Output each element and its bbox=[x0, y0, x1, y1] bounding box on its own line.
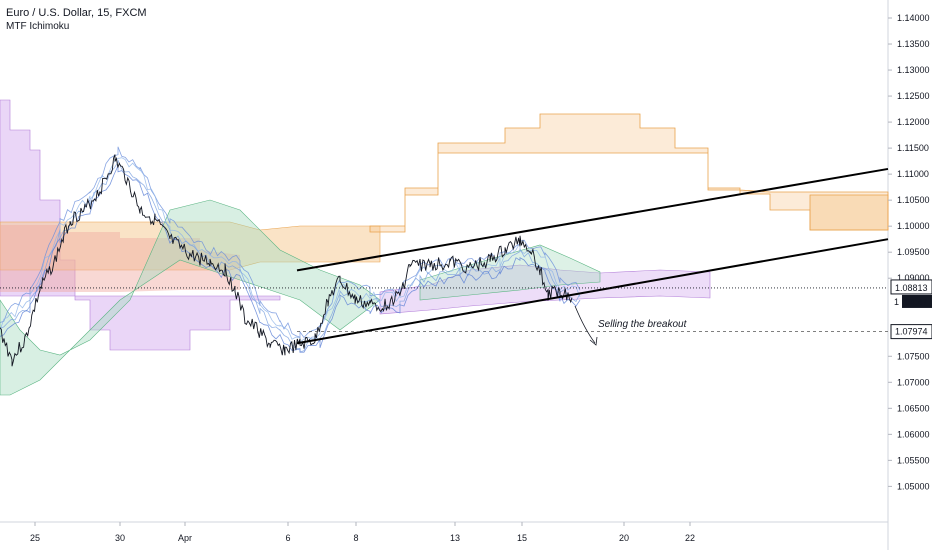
price-tick-label: 1.06500 bbox=[897, 403, 930, 413]
time-tick-label: 20 bbox=[619, 533, 629, 543]
annotation-selling-breakout: Selling the breakout bbox=[598, 319, 688, 330]
time-tick-label: Apr bbox=[178, 533, 192, 543]
price-tick-label: 1.09000 bbox=[897, 273, 930, 283]
price-tick-label: 1.12000 bbox=[897, 117, 930, 127]
countdown-label: 04:47 bbox=[905, 297, 928, 307]
time-scale: 25 30 Apr 6 8 13 15 20 22 bbox=[30, 522, 695, 543]
price-tick-label: 1.05000 bbox=[897, 481, 930, 491]
breakout-arrowhead bbox=[589, 336, 598, 346]
price-tick-label: 1.07500 bbox=[897, 351, 930, 361]
kumo-orange-htf-right bbox=[809, 194, 889, 231]
time-tick-label: 30 bbox=[115, 533, 125, 543]
current-price-label: 1.08813 bbox=[895, 283, 928, 293]
price-tick-label: 1.13500 bbox=[897, 39, 930, 49]
price-tick-label: 1.11000 bbox=[897, 169, 929, 179]
price-tick-label: 1.05500 bbox=[897, 455, 930, 465]
price-tick-label: 1.06000 bbox=[897, 429, 930, 439]
price-tick-label: 1.09500 bbox=[897, 247, 930, 257]
symbol-title: Euro / U.S. Dollar, 15, FXCM bbox=[6, 7, 147, 19]
current-price-box bbox=[890, 279, 932, 295]
price-tick-label: 1.12500 bbox=[897, 91, 930, 101]
time-tick-label: 13 bbox=[450, 533, 460, 543]
target-price-label: 1.07974 bbox=[895, 327, 928, 337]
ichimoku-line-4 bbox=[0, 165, 581, 353]
indicator-name: MTF Ichimoku bbox=[6, 21, 70, 32]
time-tick-label: 6 bbox=[285, 533, 290, 543]
partial-price-label: 1 bbox=[894, 297, 899, 307]
time-tick-label: 15 bbox=[517, 533, 527, 543]
ichimoku-line-1 bbox=[0, 146, 581, 339]
chart-legend: Euro / U.S. Dollar, 15, FXCM MTF Ichimok… bbox=[6, 6, 147, 34]
countdown-box bbox=[902, 294, 932, 308]
kumo-green-left bbox=[0, 199, 381, 396]
price-line bbox=[0, 154, 573, 367]
current-price-badge: 1.08813 04:47 1 bbox=[890, 279, 932, 308]
price-tick-label: 1.10500 bbox=[897, 195, 930, 205]
price-tick-label: 1.07000 bbox=[897, 377, 930, 387]
kumo-orange-left bbox=[0, 221, 381, 271]
price-scale: 1.14000 1.13500 1.13000 1.12500 1.12000 1.115… bbox=[888, 13, 930, 491]
kumo-purple-left bbox=[0, 99, 281, 351]
price-tick-label: 1.11500 bbox=[897, 143, 929, 153]
channel-lower-line bbox=[296, 238, 889, 345]
channel-upper-line bbox=[296, 167, 889, 272]
breakout-arrow bbox=[574, 305, 596, 344]
time-tick-label: 22 bbox=[685, 533, 695, 543]
price-tick-label: 1.13000 bbox=[897, 65, 930, 75]
target-price-badge: 1.07974 bbox=[890, 324, 932, 340]
target-price-box bbox=[890, 324, 932, 340]
ichimoku-clouds bbox=[0, 99, 889, 396]
time-tick-label: 8 bbox=[353, 533, 358, 543]
price-tick-label: 1.14000 bbox=[897, 13, 930, 23]
price-tick-label: 1.10000 bbox=[897, 221, 930, 231]
time-tick-label: 25 bbox=[30, 533, 40, 543]
kumo-orange-htf bbox=[369, 113, 889, 233]
